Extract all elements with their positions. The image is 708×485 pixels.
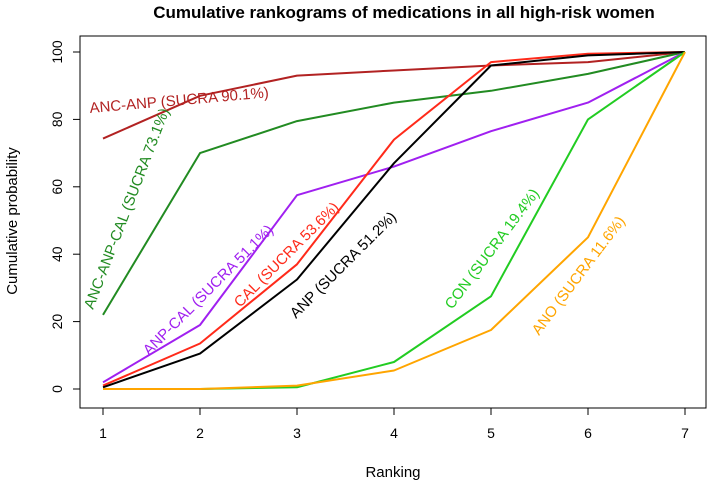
x-tick-label: 3	[293, 425, 301, 441]
label-anc-anp: ANC-ANP (SUCRA 90.1%)	[89, 84, 270, 117]
label-anc-anp-cal: ANC-ANP-CAL (SUCRA 73.1%)	[81, 106, 173, 312]
x-tick-label: 6	[584, 425, 592, 441]
series-line-anc-anp	[102, 51, 686, 140]
chart-title: Cumulative rankograms of medications in …	[153, 3, 655, 22]
y-tick-label: 0	[49, 385, 65, 393]
series-line-anp	[102, 51, 686, 389]
y-axis-label: Cumulative probability	[4, 147, 21, 295]
series-lines	[102, 51, 686, 390]
x-axis-label: Ranking	[365, 464, 420, 481]
x-tick-label: 7	[681, 425, 689, 441]
series-line-anp-cal	[102, 51, 686, 384]
y-tick-label: 40	[49, 246, 65, 262]
series-line-anc-anp-cal	[102, 51, 686, 316]
y-tick-label: 60	[49, 179, 65, 195]
series-line-cal	[102, 51, 686, 387]
series-line-ano	[103, 51, 686, 390]
y-tick-label: 100	[49, 40, 65, 64]
x-tick-label: 2	[196, 425, 204, 441]
x-tick-label: 4	[390, 425, 398, 441]
y-tick-label: 20	[49, 314, 65, 330]
x-tick-label: 1	[99, 425, 107, 441]
label-ano: ANO (SUCRA 11.6%)	[529, 213, 629, 338]
axes: 1 2 3 4 5 6 7 0 20 40 60 80 100	[49, 40, 689, 441]
x-tick-label: 5	[487, 425, 495, 441]
y-tick-label: 80	[49, 111, 65, 127]
